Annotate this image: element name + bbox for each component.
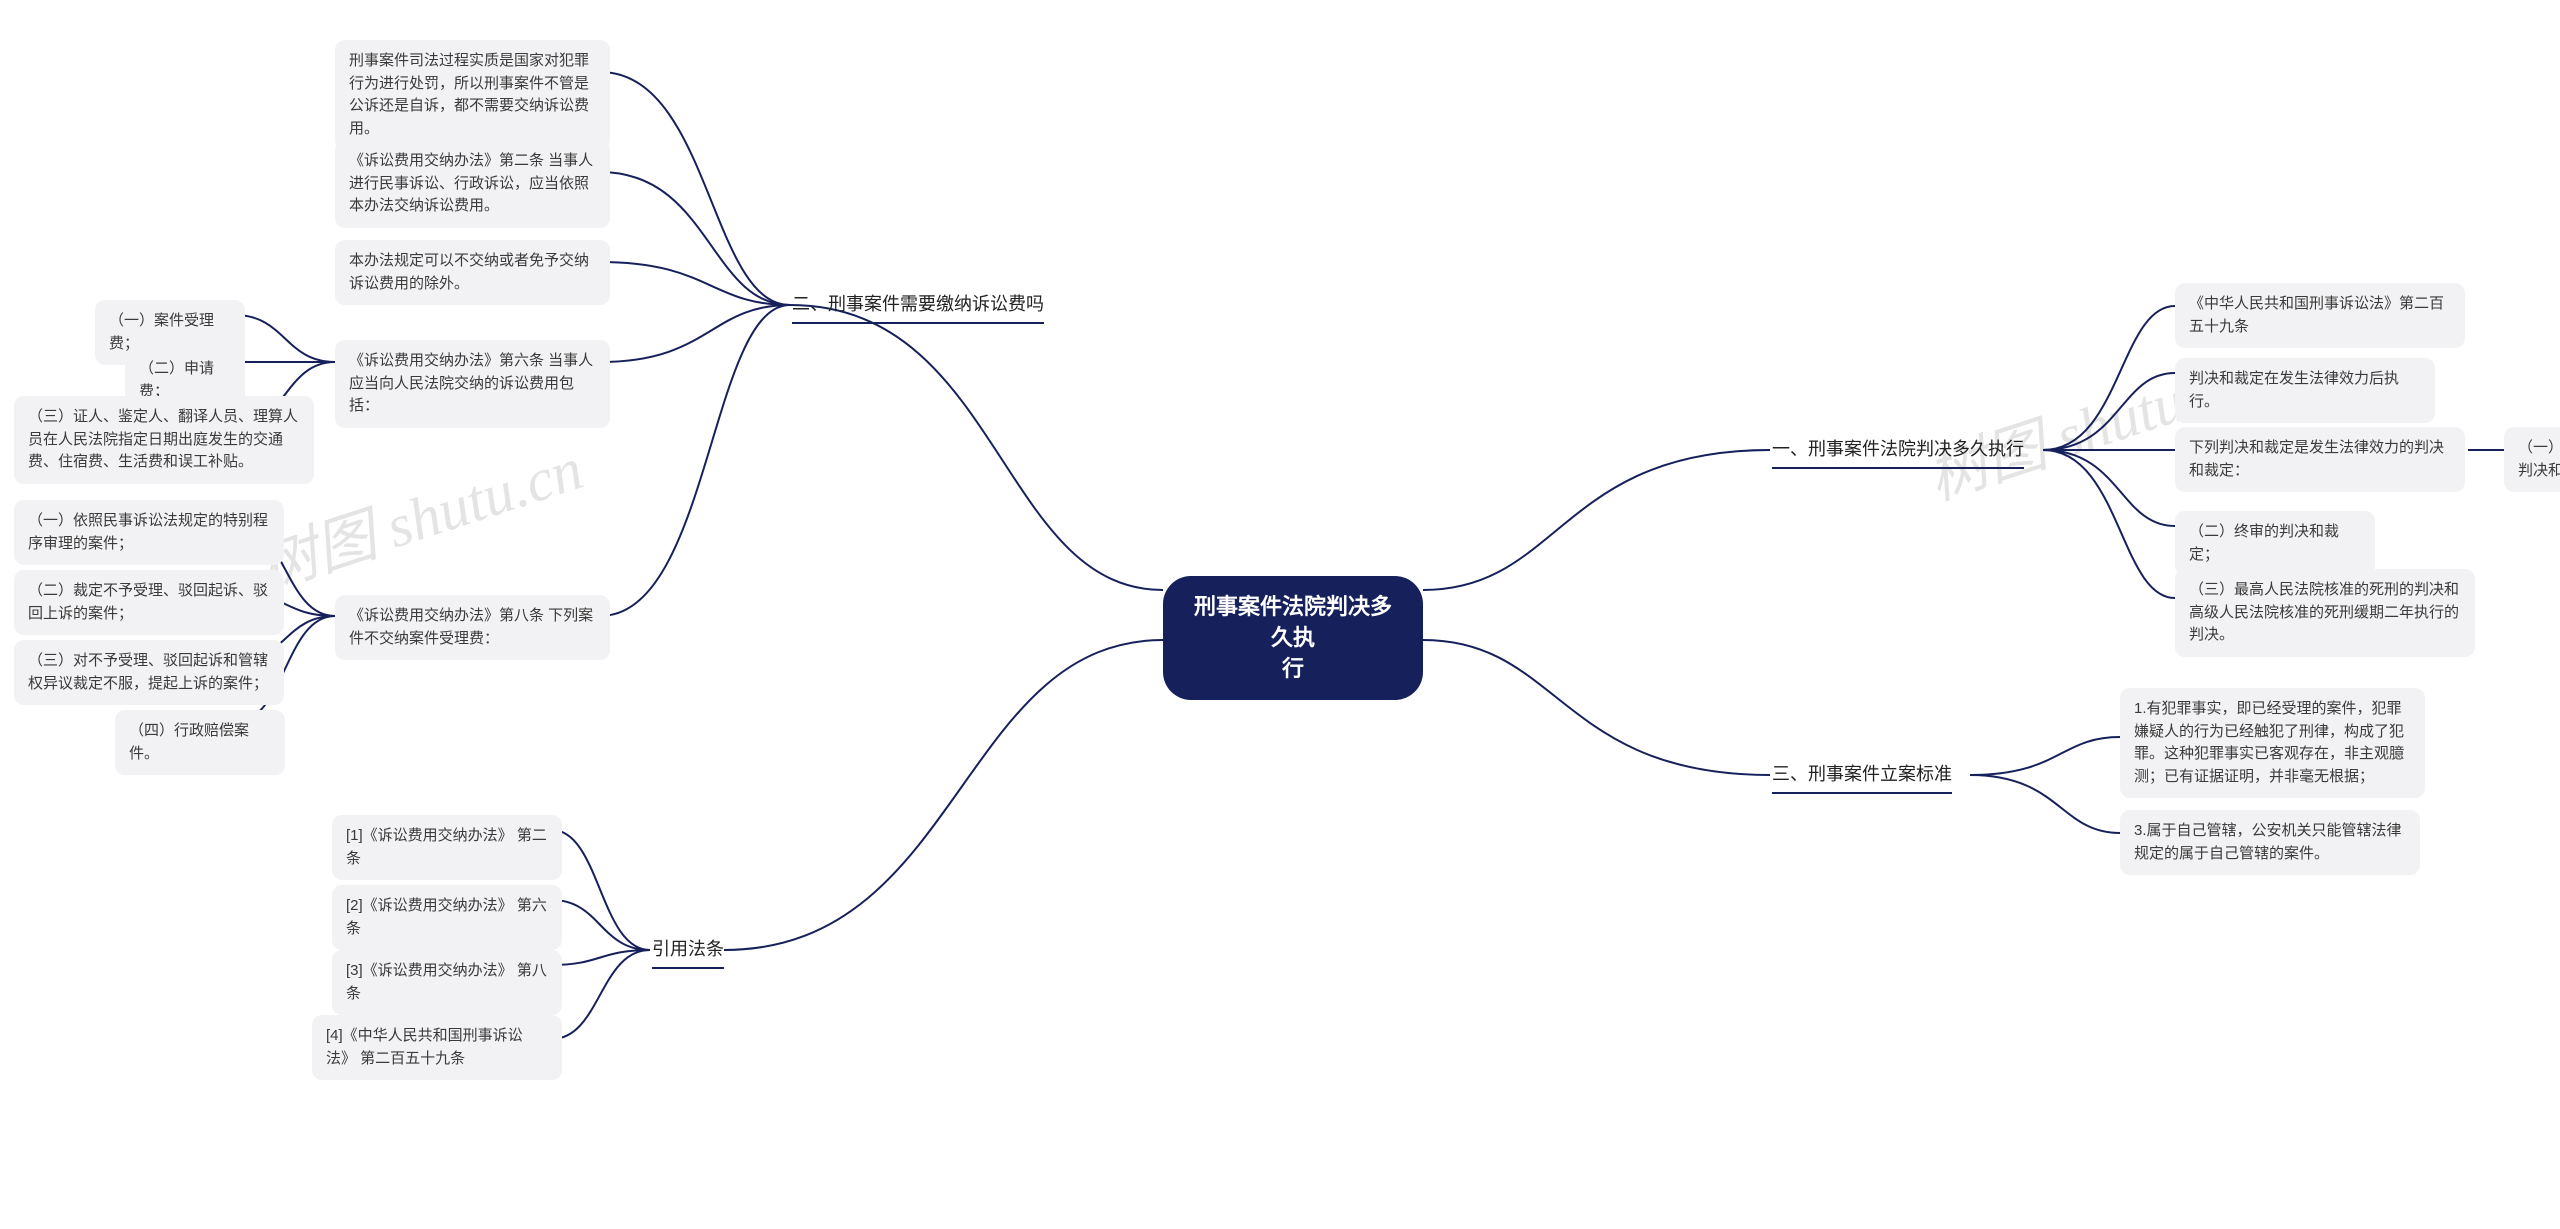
branch-left-2: 引用法条 (650, 932, 726, 973)
root-line1: 刑事案件法院判决多久执 (1194, 594, 1392, 650)
l1-c5c: （三）对不予受理、驳回起诉和管辖权异议裁定不服，提起上诉的案件； (14, 640, 284, 705)
branch-right-1: 一、刑事案件法院判决多久执行 (1770, 432, 2026, 473)
l1-c5: 《诉讼费用交纳办法》第八条 下列案件不交纳案件受理费： (335, 595, 610, 660)
l1-c5a: （一）依照民事诉讼法规定的特别程序审理的案件； (14, 500, 284, 565)
l1-c4c: （三）证人、鉴定人、翻译人员、理算人员在人民法院指定日期出庭发生的交通费、住宿费… (14, 396, 314, 484)
l1-c5d: （四）行政赔偿案件。 (115, 710, 285, 775)
r1-c4: （二）终审的判决和裁定； (2175, 511, 2375, 576)
branch-right-2: 三、刑事案件立案标准 (1770, 757, 1954, 798)
r2-c1: 1.有犯罪事实，即已经受理的案件，犯罪嫌疑人的行为已经触犯了刑律，构成了犯罪。这… (2120, 688, 2425, 798)
root-line2: 行 (1282, 656, 1304, 681)
r1-c1: 《中华人民共和国刑事诉讼法》第二百五十九条 (2175, 283, 2465, 348)
root-node: 刑事案件法院判决多久执 行 (1163, 576, 1423, 700)
l2-c4: [4]《中华人民共和国刑事诉讼法》 第二百五十九条 (312, 1015, 562, 1080)
l2-c3: [3]《诉讼费用交纳办法》 第八条 (332, 950, 562, 1015)
l1-c3: 本办法规定可以不交纳或者免予交纳诉讼费用的除外。 (335, 240, 610, 305)
l1-c1: 刑事案件司法过程实质是国家对犯罪行为进行处罚，所以刑事案件不管是公诉还是自诉，都… (335, 40, 610, 150)
r1-c2: 判决和裁定在发生法律效力后执行。 (2175, 358, 2435, 423)
l2-c1: [1]《诉讼费用交纳办法》 第二条 (332, 815, 562, 880)
l2-c2: [2]《诉讼费用交纳办法》 第六条 (332, 885, 562, 950)
r1-c3a: （一）已过法定期限没有上诉、抗诉的判决和裁定； (2504, 427, 2560, 492)
r1-c3: 下列判决和裁定是发生法律效力的判决和裁定： (2175, 427, 2465, 492)
r1-c5: （三）最高人民法院核准的死刑的判决和高级人民法院核准的死刑缓期二年执行的判决。 (2175, 569, 2475, 657)
r2-c2: 3.属于自己管辖，公安机关只能管辖法律规定的属于自己管辖的案件。 (2120, 810, 2420, 875)
branch-left-1: 二、刑事案件需要缴纳诉讼费吗 (790, 287, 1046, 328)
l1-c4: 《诉讼费用交纳办法》第六条 当事人应当向人民法院交纳的诉讼费用包括： (335, 340, 610, 428)
l1-c5b: （二）裁定不予受理、驳回起诉、驳回上诉的案件； (14, 570, 284, 635)
l1-c2: 《诉讼费用交纳办法》第二条 当事人进行民事诉讼、行政诉讼，应当依照本办法交纳诉讼… (335, 140, 610, 228)
